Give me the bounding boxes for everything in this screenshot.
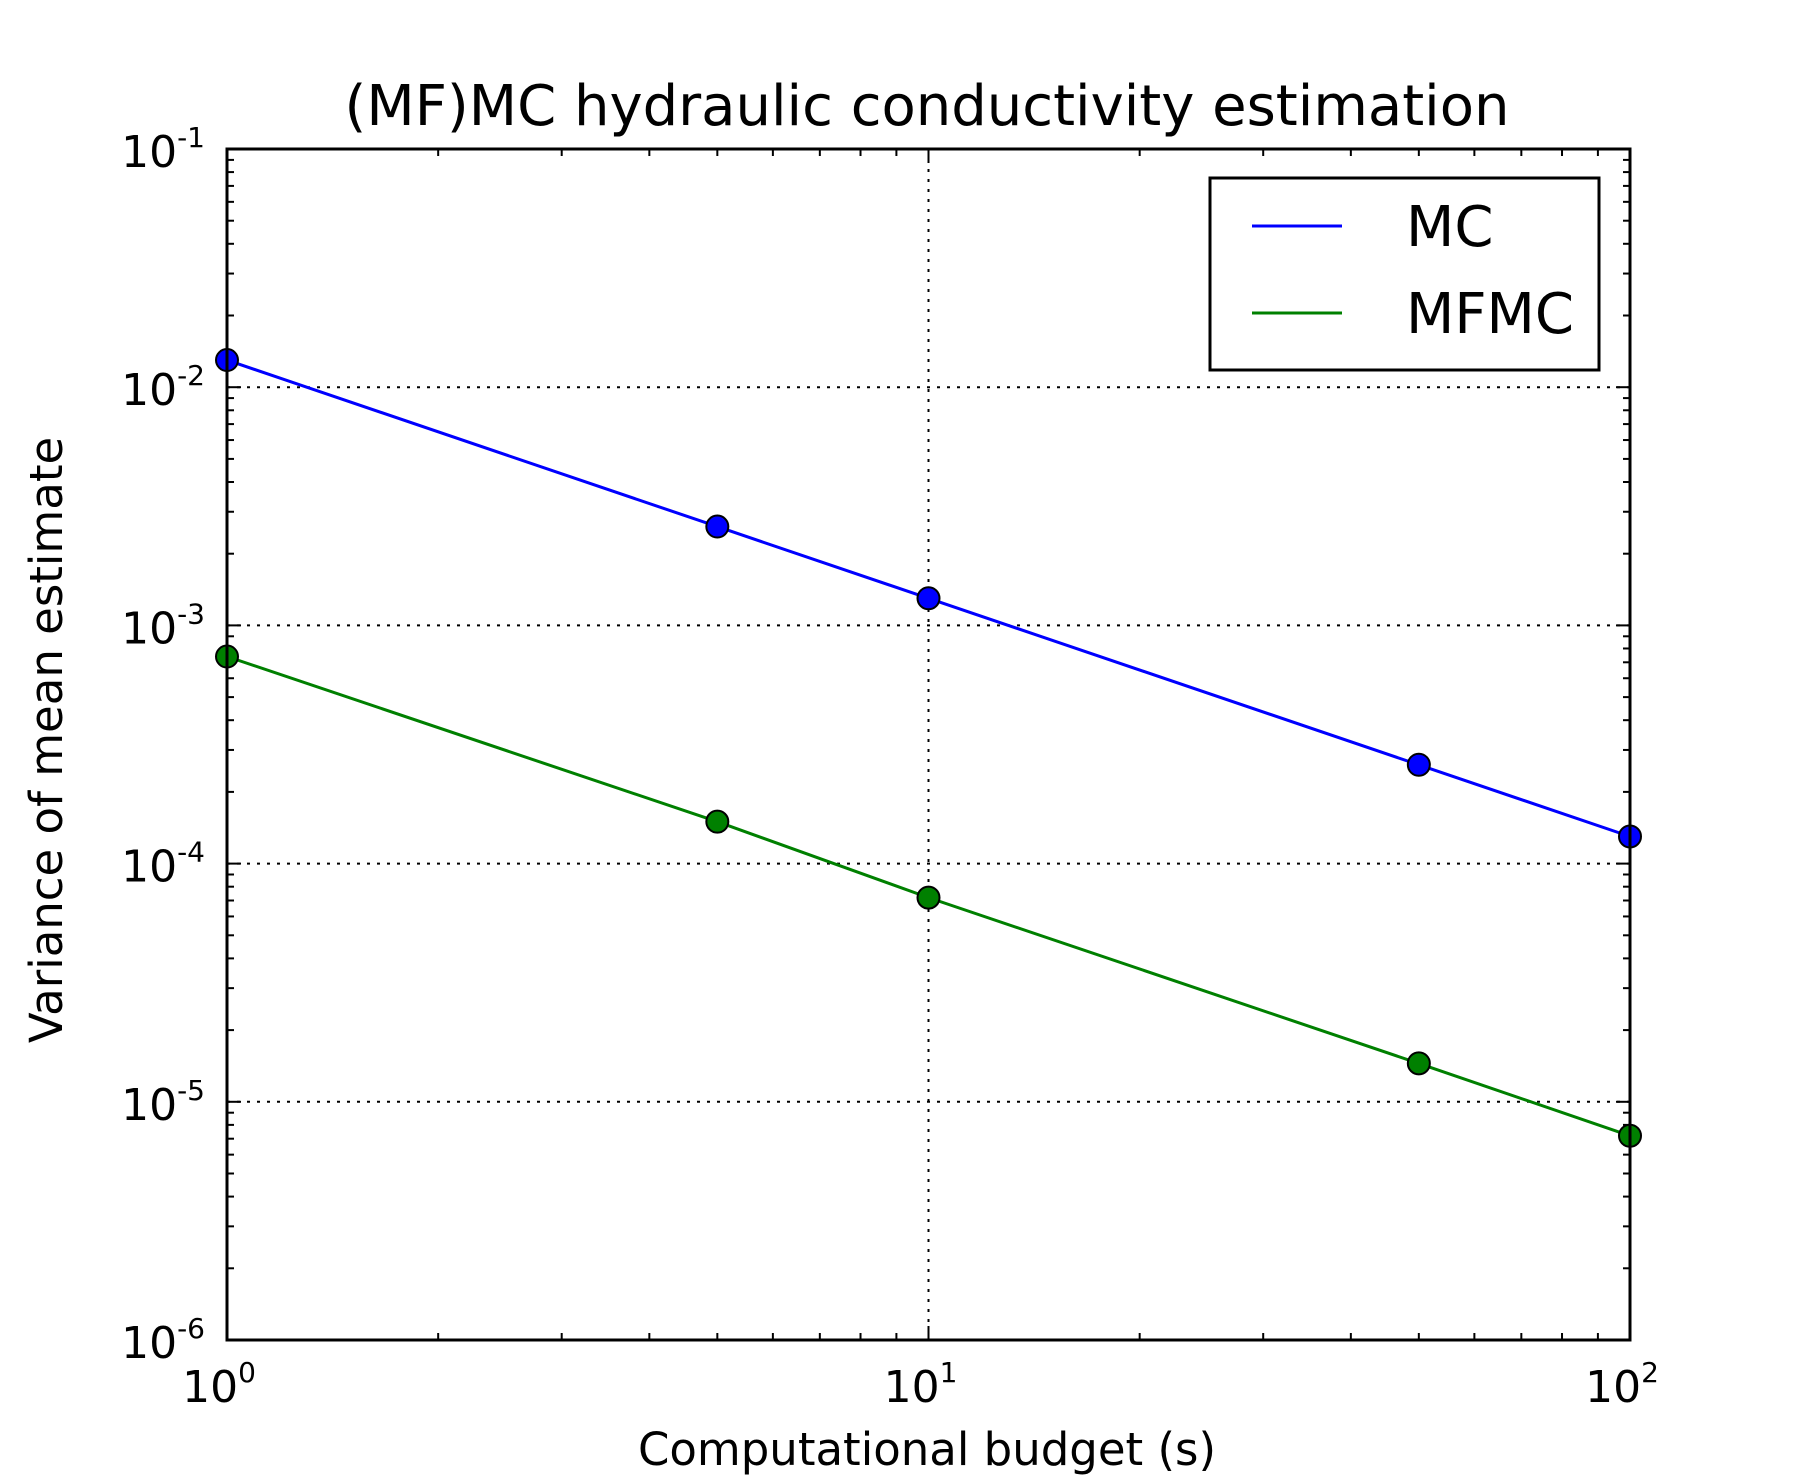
x-axis-label: Computational budget (s) [638,1423,1216,1476]
y-tick-label-4: 10-5 [121,1074,205,1131]
legend: MC MFMC [1208,176,1601,372]
point-mfmc-2 [916,885,941,910]
legend-label-mc: MC [1406,195,1493,260]
legend-label-mfmc: MFMC [1406,282,1574,347]
chart-title: (MF)MC hydraulic conductivity estimation [345,74,1510,139]
point-mc-3 [1406,752,1431,777]
point-mfmc-3 [1406,1051,1431,1076]
legend-box [1208,176,1601,372]
plot-series [215,348,1642,1148]
x-tick-label-2: 102 [1585,1356,1659,1413]
point-mc-2 [916,586,941,611]
x-tick-label-0: 100 [182,1356,256,1413]
point-mfmc-1 [705,809,730,834]
point-mc-1 [705,514,730,539]
x-tick-label-1: 101 [884,1356,958,1413]
grid [227,149,1630,1340]
tick-labels: 100 101 102 10-1 10-2 10-3 10-4 10-5 10-6 [121,121,1659,1413]
y-tick-label-5: 10-6 [121,1312,205,1369]
y-tick-label-1: 10-2 [121,359,205,416]
y-tick-label-3: 10-4 [121,836,205,893]
plot-frame [225,147,1632,1342]
y-axis-label: Variance of mean estimate [20,437,73,1043]
y-tick-label-2: 10-3 [121,597,205,654]
y-tick-label-0: 10-1 [121,121,205,178]
